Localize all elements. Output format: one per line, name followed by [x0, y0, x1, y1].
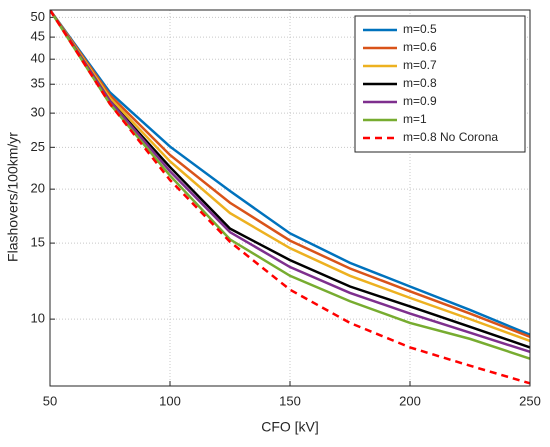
x-tick-label: 250: [519, 393, 541, 408]
y-tick-label: 10: [31, 311, 45, 326]
y-tick-label: 15: [31, 235, 45, 250]
y-tick-label: 40: [31, 51, 45, 66]
x-axis-label: CFO [kV]: [261, 419, 319, 435]
x-tick-label: 150: [279, 393, 301, 408]
legend-label: m=0.5: [403, 22, 437, 36]
series-line: [50, 10, 530, 343]
legend-label: m=0.8 No Corona: [403, 130, 498, 144]
y-tick-label: 50: [31, 9, 45, 24]
y-tick-label: 35: [31, 76, 45, 91]
y-tick-label: 20: [31, 181, 45, 196]
x-tick-label: 50: [43, 393, 57, 408]
series-line: [50, 10, 530, 336]
series-line: [50, 10, 530, 338]
x-tick-label: 100: [159, 393, 181, 408]
legend-label: m=0.7: [403, 58, 437, 72]
legend-label: m=1: [403, 112, 427, 126]
plot-frame: [49, 9, 531, 387]
series-line: [50, 10, 530, 360]
y-axis-label: Flashovers/100km/yr: [5, 132, 21, 262]
legend-label: m=0.6: [403, 40, 437, 54]
y-tick-label: 45: [31, 29, 45, 44]
series-line: [50, 10, 530, 354]
legend-label: m=0.9: [403, 94, 437, 108]
legend-label: m=0.8: [403, 76, 437, 90]
series-line: [50, 10, 530, 385]
x-tick-label: 200: [399, 393, 421, 408]
y-tick-label: 25: [31, 139, 45, 154]
y-tick-label: 30: [31, 105, 45, 120]
